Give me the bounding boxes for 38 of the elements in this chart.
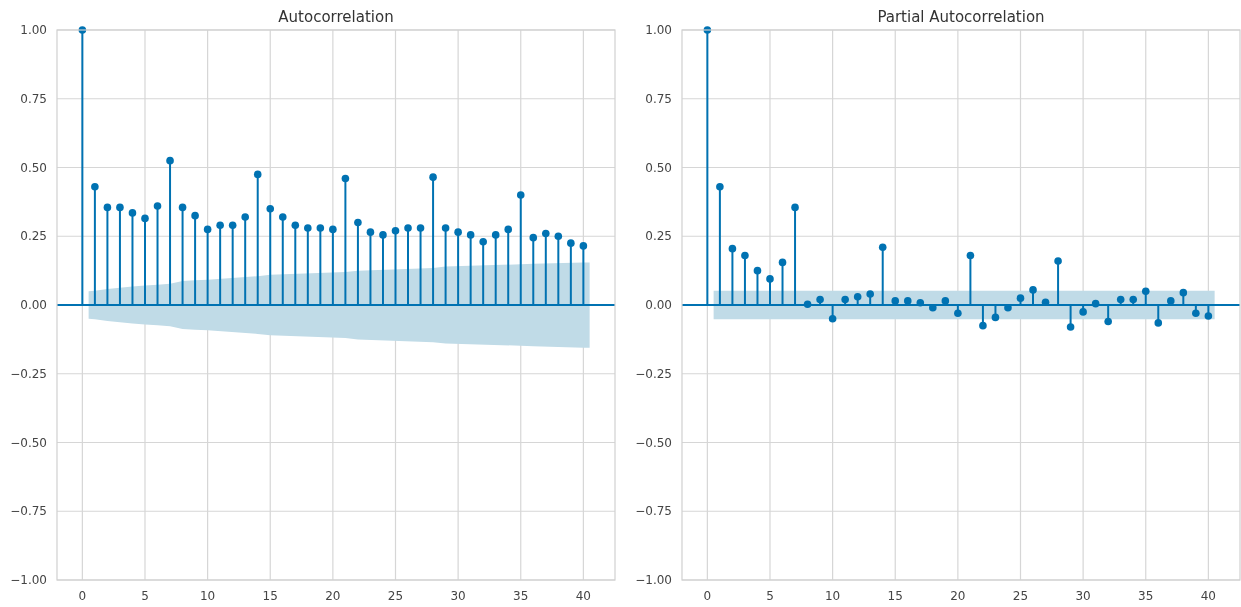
x-tick-label: 5 [141,589,149,603]
x-tick-label: 15 [887,589,903,603]
y-tick-label: 0.25 [20,229,47,244]
y-tick-label: 0.75 [645,91,672,106]
y-tick-label: 0.00 [645,298,672,313]
x-tick-label: 15 [262,589,278,603]
x-tick-label: 25 [1012,589,1029,603]
x-tick-label: 30 [1075,589,1091,603]
x-tick-label: 0 [703,589,712,603]
x-tick-label: 25 [387,589,404,603]
y-tick-label: 0.25 [645,229,672,244]
y-tick-label: −1.00 [10,573,47,588]
x-tick-label: 40 [575,589,592,603]
chart-title: Partial Autocorrelation [877,8,1045,26]
y-tick-label: 0.50 [20,160,47,175]
y-tick-label: −0.75 [10,504,47,519]
y-tick-label: 1.00 [20,23,47,38]
x-tick-label: 20 [325,589,341,603]
x-tick-label: 0 [78,589,87,603]
y-tick-label: −0.25 [635,366,672,381]
x-tick-label: 20 [950,589,966,603]
y-tick-label: 0.75 [20,91,47,106]
y-tick-label: −0.25 [10,366,47,381]
x-tick-label: 5 [766,589,774,603]
x-tick-label: 10 [824,589,841,603]
x-tick-label: 35 [1138,589,1154,603]
y-tick-label: −0.75 [635,504,672,519]
x-tick-label: 40 [1200,589,1217,603]
y-tick-label: −0.50 [10,435,47,450]
x-tick-label: 30 [450,589,466,603]
chart-title: Autocorrelation [278,8,394,26]
x-tick-label: 35 [513,589,529,603]
y-tick-label: −1.00 [635,573,672,588]
y-tick-label: 0.50 [645,160,672,175]
x-tick-label: 10 [199,589,216,603]
y-tick-label: 1.00 [645,23,672,38]
y-tick-label: −0.50 [635,435,672,450]
y-tick-label: 0.00 [20,298,47,313]
